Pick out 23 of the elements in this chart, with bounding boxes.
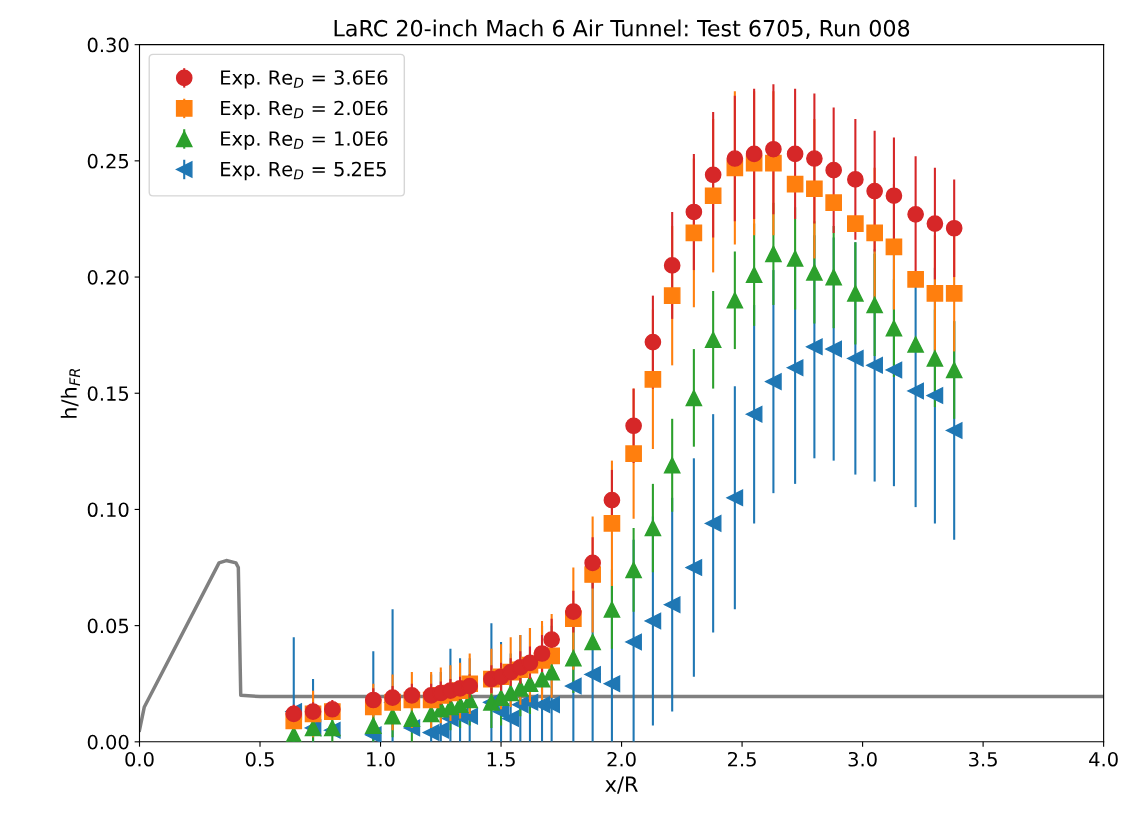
y-tick-label: 0.15 [87,386,129,401]
x-axis-title: x/R [605,776,638,794]
x-tick-label: 0.5 [245,751,274,767]
legend-label: Exp. Re$_{D}$ = 5.2E5 [221,161,386,181]
x-tick-label: 2.5 [728,751,756,767]
legend-label: Exp. Re$_{D}$ = 2.0E6 [221,100,388,120]
y-tick-label: 0.25 [87,153,129,169]
x-tick-label: 3.5 [969,751,997,767]
legend-label: Exp. Re$_{D}$ = 1.0E6 [221,131,388,150]
x-tick-label: 3.0 [848,751,877,767]
chart-title: LaRC 20-inch Mach 6 Air Tunnel: Test 6705, Run 008 [334,19,910,39]
y-tick-label: 0.05 [87,618,129,634]
x-tick-label: 1.0 [367,751,395,767]
x-tick-label: 2.0 [607,751,636,767]
legend-label: Exp. Re$_{D}$ = 3.6E6 [221,70,388,89]
y-tick-label: 0.30 [87,37,129,53]
x-tick-label: 4.0 [1089,751,1118,767]
y-tick-label: 0.20 [87,270,129,285]
y-tick-label: 0.00 [87,734,129,750]
y-axis-title: h/h$_{FR}$ [60,368,81,418]
x-tick-label: 0.0 [125,751,154,767]
y-tick-label: 0.10 [87,502,129,518]
x-tick-label: 1.5 [487,752,515,767]
